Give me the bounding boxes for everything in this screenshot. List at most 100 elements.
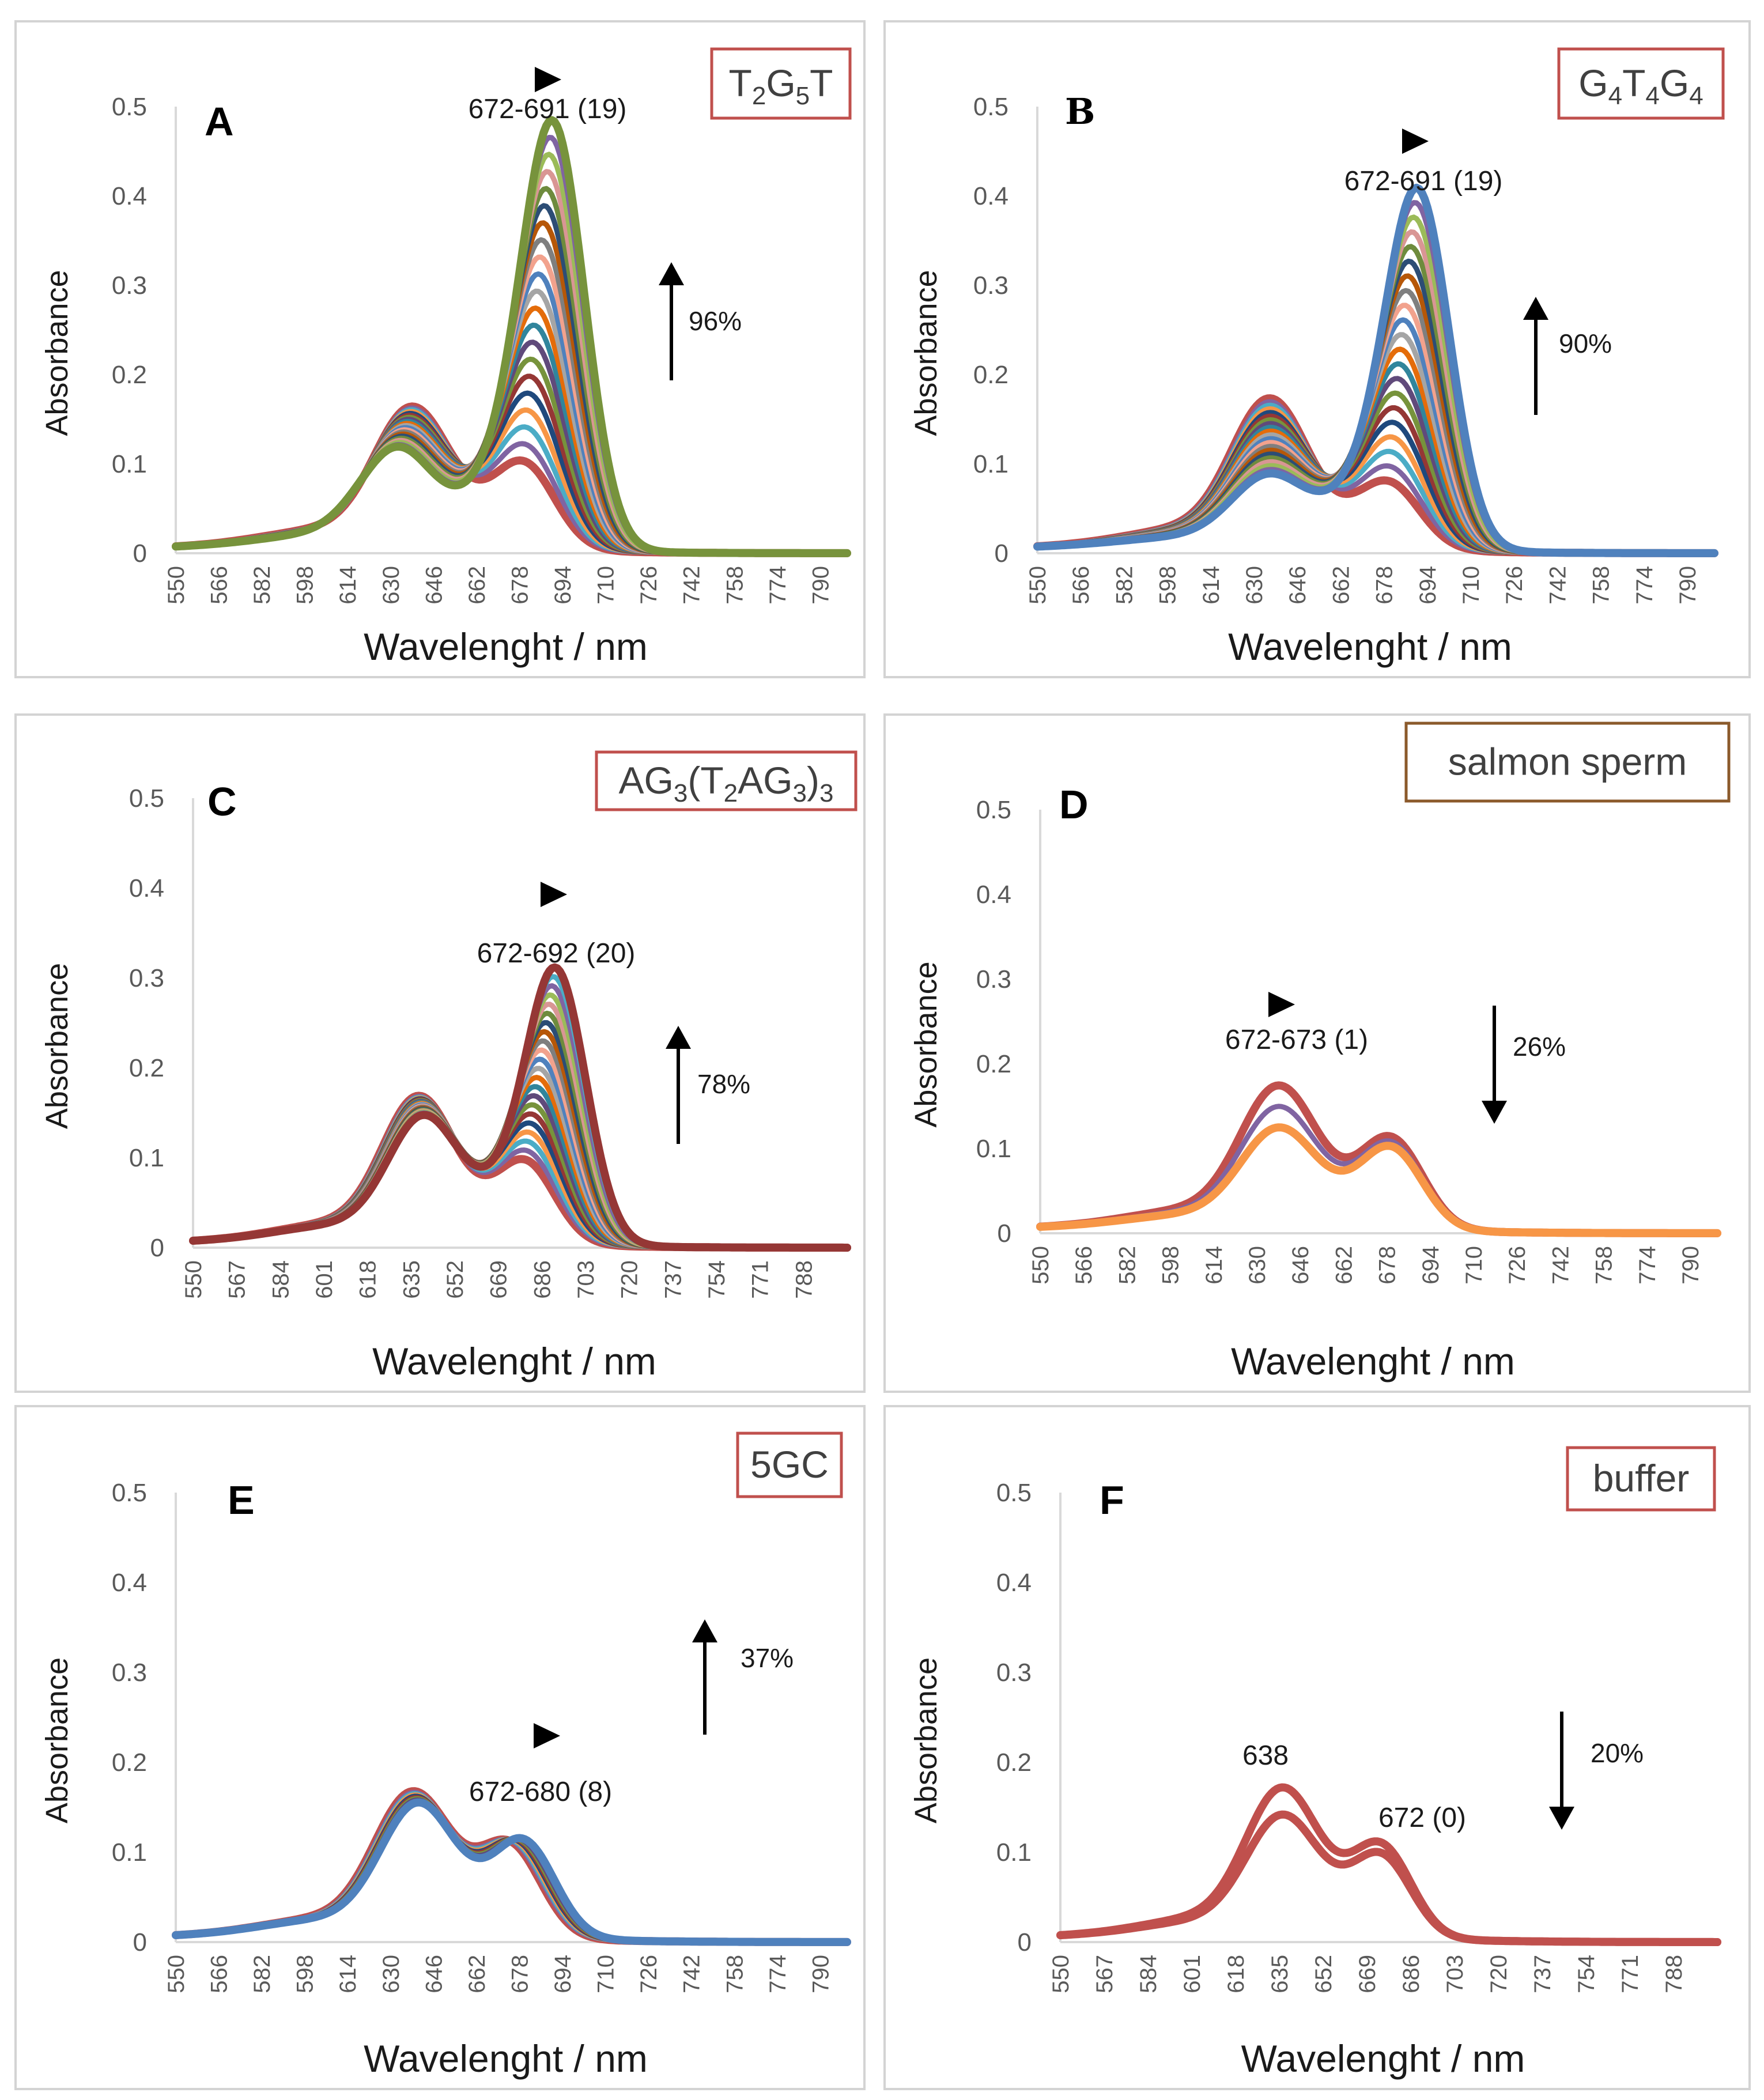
arrow-up-icon bbox=[666, 1026, 691, 1049]
x-tick-label: 550 bbox=[164, 566, 189, 605]
x-tick-label: 710 bbox=[594, 566, 619, 605]
x-tick-label: 790 bbox=[808, 566, 833, 605]
x-tick-label: 630 bbox=[1245, 1246, 1270, 1285]
y-tick-label: 0.4 bbox=[129, 874, 164, 902]
x-tick-label: 601 bbox=[312, 1260, 337, 1299]
x-tick-label: 652 bbox=[443, 1260, 468, 1299]
x-tick-label: 584 bbox=[1136, 1955, 1161, 1993]
x-tick-label: 720 bbox=[1486, 1955, 1512, 1993]
y-tick-label: 0.1 bbox=[976, 1135, 1011, 1163]
y-tick-label: 0.5 bbox=[996, 1479, 1032, 1507]
percent-change: 90% bbox=[1559, 328, 1612, 358]
peak-annotation: 638 bbox=[1242, 1740, 1289, 1771]
y-tick-label: 0.3 bbox=[973, 271, 1008, 300]
series-line bbox=[1056, 1810, 1721, 1946]
x-tick-label: 790 bbox=[1678, 1246, 1703, 1285]
y-tick-label: 0.4 bbox=[996, 1569, 1032, 1597]
x-tick-label: 774 bbox=[765, 1955, 791, 1993]
series-line bbox=[172, 116, 851, 557]
x-tick-label: 614 bbox=[1199, 566, 1224, 605]
x-tick-label: 771 bbox=[1618, 1955, 1643, 1993]
y-tick-label: 0.3 bbox=[996, 1659, 1032, 1687]
series-group bbox=[1033, 183, 1718, 557]
y-axis-title: Absorbance bbox=[40, 963, 74, 1129]
y-tick-label: 0.4 bbox=[112, 182, 147, 210]
sample-label-box bbox=[1557, 47, 1725, 120]
shift-annotation: 672-673 (1) bbox=[1225, 1025, 1368, 1055]
y-tick-label: 0.5 bbox=[112, 1479, 147, 1507]
x-tick-label: 788 bbox=[1661, 1955, 1687, 1993]
x-tick-label: 566 bbox=[207, 566, 232, 605]
x-tick-label: 646 bbox=[1285, 566, 1310, 605]
x-tick-label: 550 bbox=[1025, 566, 1051, 605]
y-axis-title: Absorbance bbox=[909, 270, 943, 436]
sample-label: 5GC bbox=[750, 1443, 829, 1486]
x-tick-label: 758 bbox=[1589, 566, 1614, 605]
x-axis-title: Wavelenght / nm bbox=[1228, 625, 1512, 668]
y-tick-label: 0.3 bbox=[976, 965, 1011, 994]
y-axis-title: Absorbance bbox=[40, 1657, 74, 1823]
y-tick-label: 0.2 bbox=[112, 361, 147, 389]
y-tick-label: 0.1 bbox=[973, 450, 1008, 478]
sample-label: T2G5T bbox=[729, 62, 833, 110]
y-tick-label: 0.3 bbox=[112, 1659, 147, 1687]
series-group bbox=[1036, 1081, 1721, 1237]
percent-change: 37% bbox=[741, 1643, 794, 1673]
y-tick-label: 0.1 bbox=[112, 450, 147, 478]
percent-change: 26% bbox=[1513, 1032, 1566, 1062]
x-tick-label: 635 bbox=[1267, 1955, 1293, 1993]
panel-frame bbox=[14, 1405, 866, 2090]
x-axis-title: Wavelenght / nm bbox=[372, 1340, 656, 1383]
x-tick-label: 758 bbox=[722, 1955, 747, 1993]
x-axis-title: Wavelenght / nm bbox=[364, 2037, 648, 2080]
x-tick-label: 790 bbox=[808, 1955, 833, 1993]
y-tick-label: 0 bbox=[1018, 1928, 1032, 1957]
sample-label: AG3(T2AG3)3 bbox=[619, 759, 834, 807]
peak-marker-icon bbox=[534, 1723, 560, 1748]
y-tick-label: 0.4 bbox=[973, 182, 1008, 210]
shift-annotation: 672-691 (19) bbox=[1344, 166, 1503, 197]
x-tick-label: 710 bbox=[1459, 566, 1484, 605]
panel-E: 0 0.1 0.2 0.3 0.4 0.5 550 566 582 598 614 630 646 662… bbox=[14, 1405, 866, 2090]
x-tick-label: 754 bbox=[1574, 1955, 1599, 1993]
sample-label-box bbox=[1566, 1446, 1716, 1512]
panel-letter: B bbox=[1065, 90, 1095, 133]
percent-change: 96% bbox=[689, 306, 742, 336]
y-tick-label: 0.2 bbox=[976, 1050, 1011, 1078]
series-group bbox=[172, 116, 851, 557]
y-tick-label: 0.5 bbox=[112, 93, 147, 121]
x-tick-label: 567 bbox=[1092, 1955, 1117, 1993]
series-line bbox=[1036, 1123, 1721, 1237]
x-tick-label: 630 bbox=[1242, 566, 1267, 605]
x-tick-label: 737 bbox=[660, 1260, 686, 1299]
x-tick-label: 582 bbox=[1112, 566, 1137, 605]
y-tick-label: 0 bbox=[995, 539, 1008, 568]
y-tick-label: 0.1 bbox=[112, 1838, 147, 1867]
x-tick-label: 662 bbox=[1331, 1246, 1357, 1285]
x-tick-label: 662 bbox=[464, 566, 490, 605]
panel-frame bbox=[883, 20, 1751, 678]
x-tick-label: 550 bbox=[164, 1955, 189, 1993]
percent-change: 78% bbox=[697, 1069, 750, 1099]
x-tick-label: 774 bbox=[765, 566, 791, 605]
sample-label-box bbox=[595, 750, 858, 811]
x-tick-label: 694 bbox=[550, 1955, 576, 1993]
y-tick-label: 0.1 bbox=[996, 1838, 1032, 1867]
x-tick-label: 582 bbox=[250, 566, 275, 605]
y-tick-label: 0 bbox=[150, 1234, 164, 1262]
x-tick-label: 771 bbox=[748, 1260, 773, 1299]
x-tick-label: 694 bbox=[550, 566, 576, 605]
x-tick-label: 694 bbox=[1415, 566, 1441, 605]
y-tick-label: 0.5 bbox=[129, 784, 164, 813]
x-tick-label: 582 bbox=[1115, 1246, 1140, 1285]
x-tick-label: 598 bbox=[293, 566, 318, 605]
x-tick-label: 550 bbox=[1028, 1246, 1053, 1285]
x-tick-label: 614 bbox=[1202, 1246, 1227, 1285]
sample-label: G4T4G4 bbox=[1578, 62, 1703, 110]
x-tick-label: 566 bbox=[1071, 1246, 1097, 1285]
x-tick-label: 742 bbox=[1548, 1246, 1573, 1285]
y-axis-title: Absorbance bbox=[40, 270, 74, 436]
x-tick-label: 678 bbox=[507, 1955, 532, 1993]
y-axis-title: Absorbance bbox=[909, 1657, 943, 1823]
x-tick-label: 614 bbox=[335, 566, 361, 605]
